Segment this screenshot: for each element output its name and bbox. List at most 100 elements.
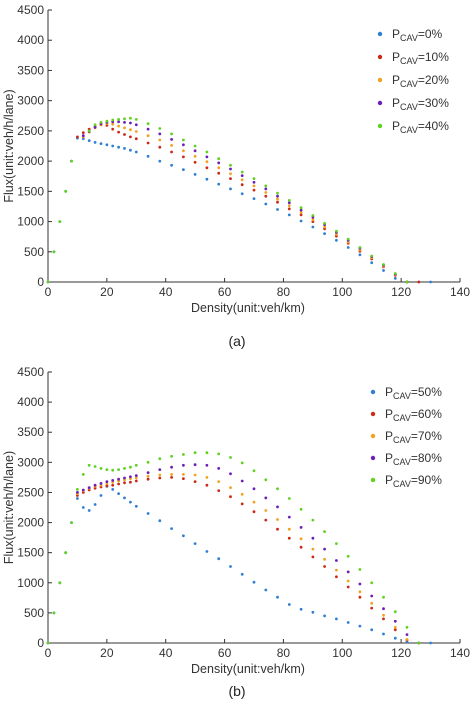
data-point [170, 454, 174, 458]
data-point [429, 280, 432, 284]
data-point [76, 491, 79, 494]
data-point [323, 225, 326, 229]
data-point [193, 473, 197, 477]
data-point [370, 601, 374, 605]
data-point [335, 229, 338, 233]
data-point [346, 237, 350, 241]
data-point [346, 554, 350, 558]
y-axis-label: Flux(unit:veh/h/lane) [2, 451, 16, 564]
data-point [205, 160, 209, 164]
data-point [146, 512, 150, 515]
legend-entry-suffix: =70% [411, 429, 442, 443]
y-tick-label: 0 [37, 636, 44, 650]
data-point [393, 619, 397, 623]
y-tick-label: 500 [24, 245, 44, 259]
y-tick-label: 1500 [17, 184, 44, 198]
data-point [393, 636, 397, 640]
y-tick-label: 500 [24, 606, 44, 620]
data-point [240, 461, 244, 465]
data-point [287, 213, 291, 217]
series-2-points [81, 122, 409, 284]
data-point [276, 200, 279, 204]
data-point [358, 595, 362, 599]
data-point [264, 496, 268, 500]
data-point [81, 506, 85, 509]
data-point [111, 483, 115, 487]
data-point [299, 208, 303, 212]
legend-entry-base: P [392, 50, 400, 64]
data-point [158, 473, 162, 477]
y-tick-label: 2500 [17, 485, 44, 499]
data-point [170, 132, 174, 136]
x-tick-label: 20 [100, 285, 114, 299]
data-point [240, 174, 244, 178]
data-point [93, 503, 97, 506]
data-point [99, 121, 103, 124]
data-point [158, 476, 162, 480]
data-point [158, 519, 162, 523]
data-point [182, 453, 185, 456]
data-point [405, 633, 409, 636]
data-point [229, 565, 232, 568]
y-tick-label: 2000 [17, 516, 44, 530]
data-point [276, 191, 279, 195]
data-point [299, 211, 303, 214]
data-point [134, 474, 138, 477]
data-point [87, 509, 91, 512]
legend-marker [377, 54, 383, 60]
legend-entry-base: P [392, 119, 400, 133]
data-point [358, 246, 362, 249]
x-tick-label: 40 [159, 646, 173, 660]
legend-entry-subscript: CAV [400, 79, 418, 89]
data-point [252, 469, 256, 473]
data-point [311, 218, 315, 222]
data-point [170, 144, 174, 147]
legend-entry-subscript: CAV [400, 56, 418, 66]
data-point [158, 127, 162, 130]
legend-marker [370, 477, 376, 483]
data-point [105, 480, 109, 483]
x-tick-label: 80 [277, 285, 291, 299]
x-tick-label: 20 [100, 646, 114, 660]
data-point [323, 232, 326, 236]
data-point [323, 547, 326, 551]
data-point [287, 201, 291, 205]
data-point [299, 213, 303, 217]
data-point [346, 585, 350, 589]
panel-b-label: (b) [228, 683, 246, 699]
legend-marker [377, 100, 383, 106]
data-point [158, 138, 162, 142]
legend-entry-base: P [385, 451, 393, 465]
data-point [76, 135, 79, 139]
y-tick-label: 4000 [17, 33, 44, 47]
x-tick-label: 80 [277, 646, 291, 660]
data-point [276, 505, 279, 509]
data-point [52, 611, 56, 615]
data-point [287, 204, 291, 208]
data-point [146, 477, 150, 481]
data-point [229, 456, 232, 459]
x-tick-label: 140 [450, 285, 470, 299]
data-point [240, 183, 244, 187]
data-point [158, 145, 162, 149]
legend-entry-suffix: =60% [411, 407, 442, 421]
x-tick-label: 100 [332, 646, 352, 660]
legend-entry-subscript: CAV [400, 102, 418, 112]
x-tick-label: 0 [45, 285, 52, 299]
data-point [405, 625, 409, 629]
x-axis-label: Density(unit:veh/km) [191, 301, 305, 315]
data-point [170, 163, 174, 167]
data-point [311, 536, 315, 540]
data-point [205, 483, 209, 487]
data-point [170, 473, 174, 476]
data-point [276, 208, 279, 211]
data-point [264, 509, 268, 512]
data-point [123, 133, 126, 136]
data-point [276, 194, 279, 198]
legend-entry-subscript: CAV [393, 435, 411, 445]
data-point [182, 138, 185, 142]
data-point [123, 117, 126, 121]
data-point [311, 214, 315, 217]
data-point [276, 527, 279, 531]
